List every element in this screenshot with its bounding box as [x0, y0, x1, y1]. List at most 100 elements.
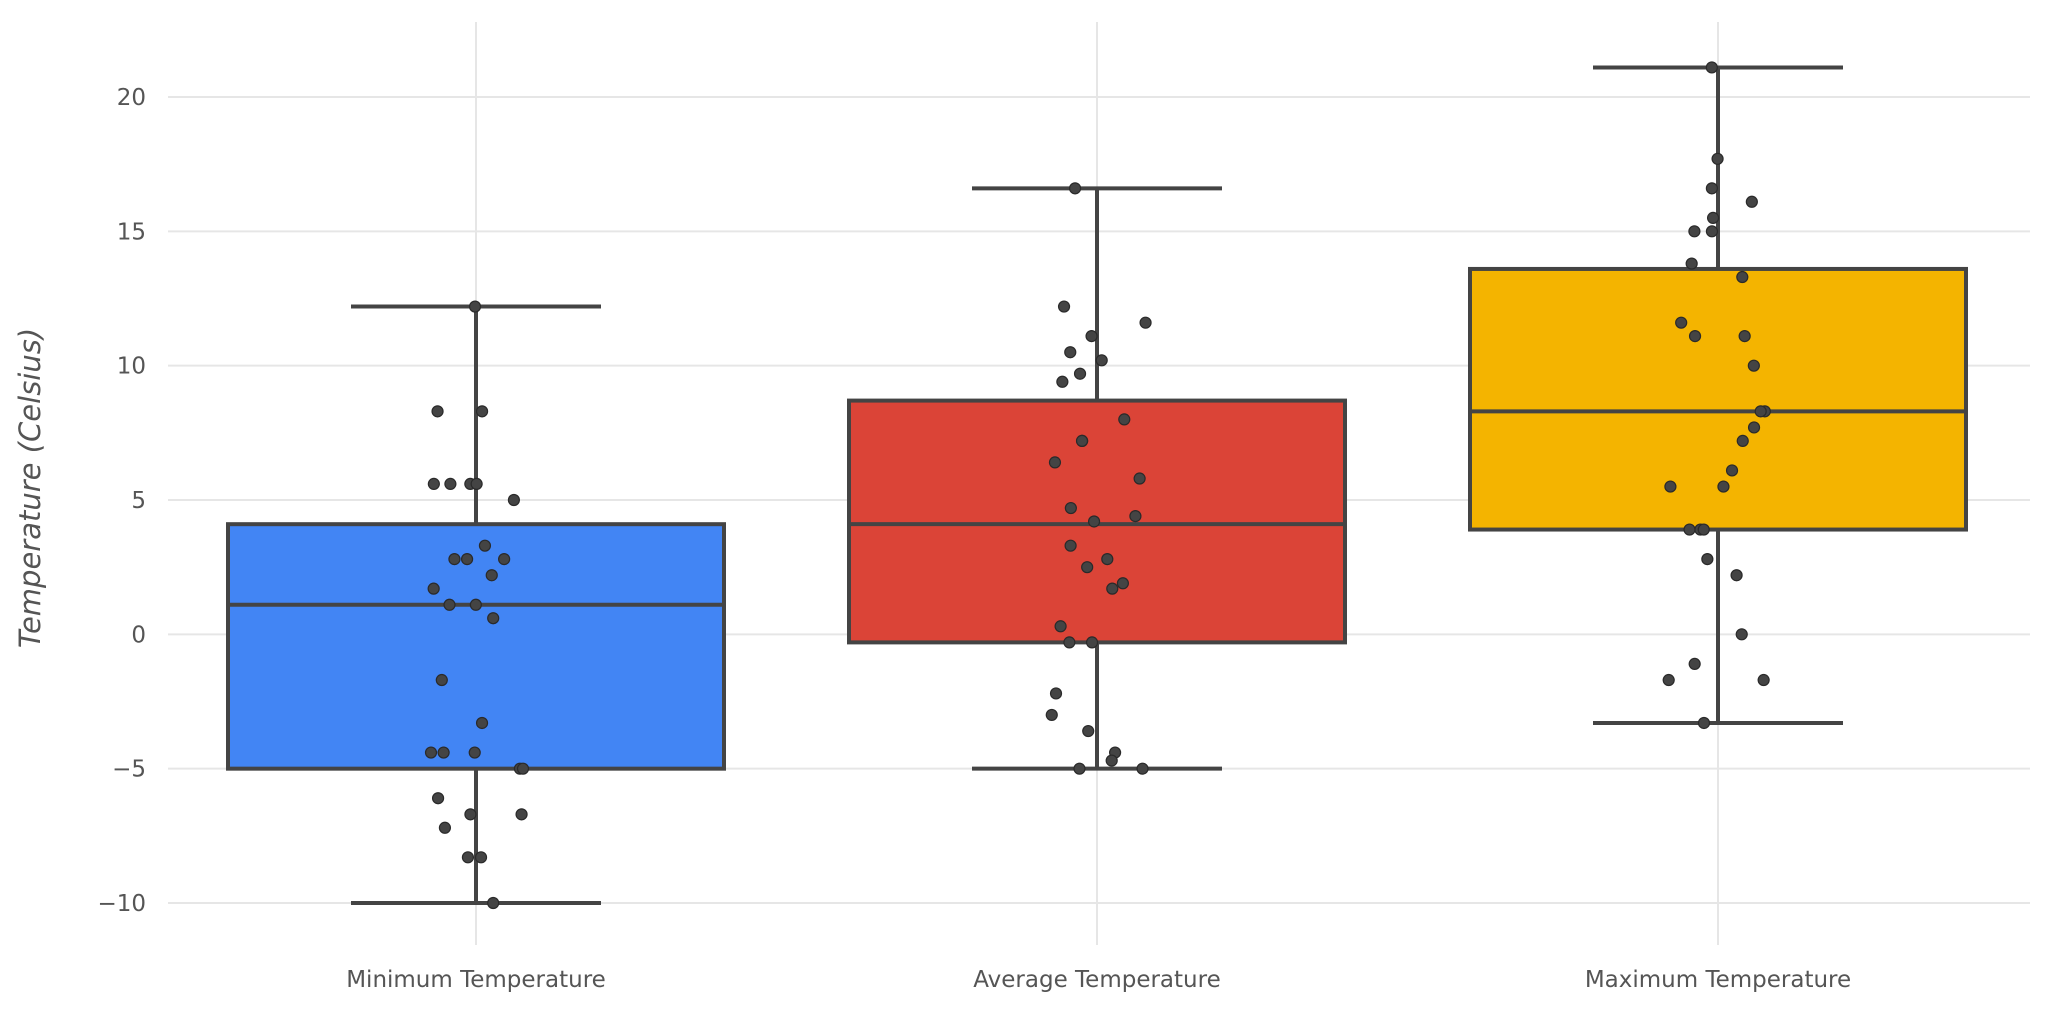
data-point: [1068, 182, 1082, 195]
data-point: [487, 612, 500, 625]
data-point: [1688, 657, 1701, 670]
x-tick-label: Maximum Temperature: [1585, 967, 1851, 993]
data-point: [1745, 195, 1758, 208]
data-point: [427, 582, 440, 595]
data-point: [1063, 636, 1076, 649]
data-point: [443, 598, 456, 611]
data-point: [468, 746, 481, 759]
data-point: [485, 569, 498, 582]
y-axis-title: Temperature (Celsius): [13, 328, 47, 648]
y-tick-label: 10: [117, 354, 146, 380]
data-point: [1073, 367, 1087, 380]
data-point: [1754, 405, 1767, 418]
data-point: [1139, 316, 1152, 329]
data-point: [1688, 225, 1701, 238]
data-point: [1738, 330, 1751, 343]
data-point: [1735, 628, 1748, 641]
data-point: [1087, 515, 1101, 528]
data-point: [1118, 413, 1131, 426]
data-point: [478, 539, 492, 552]
box-3: [1468, 65, 1968, 725]
y-tick-label: −10: [97, 891, 146, 917]
data-point: [427, 477, 440, 490]
x-tick-label: Minimum Temperature: [346, 967, 606, 993]
x-tick-label: Average Temperature: [973, 967, 1220, 993]
data-point: [515, 808, 528, 821]
box-iqr: [1468, 266, 1968, 532]
data-point: [431, 405, 444, 418]
data-point: [1075, 434, 1089, 447]
data-point: [1736, 434, 1749, 447]
data-point: [1697, 523, 1710, 536]
data-point: [1129, 510, 1142, 523]
data-point: [1730, 569, 1743, 582]
data-point: [1064, 539, 1077, 552]
data-point: [1705, 182, 1718, 195]
data-point: [1081, 561, 1094, 574]
y-tick-label: 20: [117, 85, 146, 111]
box-iqr: [226, 522, 726, 771]
data-point: [468, 300, 482, 313]
data-point: [507, 493, 520, 507]
data-point: [1064, 346, 1077, 359]
data-point: [1688, 330, 1702, 343]
data-point: [1747, 421, 1761, 434]
data-point: [1736, 270, 1749, 284]
data-point: [435, 673, 448, 687]
data-point: [1705, 225, 1719, 238]
data-point: [1095, 354, 1108, 367]
data-point: [1706, 211, 1720, 224]
data-point: [1085, 636, 1099, 649]
y-tick-label: 0: [131, 622, 146, 648]
data-point: [1085, 330, 1098, 343]
jitter-points: [424, 61, 1771, 910]
data-point: [1757, 673, 1770, 687]
data-point: [1697, 716, 1711, 730]
data-point: [1675, 316, 1688, 329]
y-tick-label: 15: [117, 219, 146, 245]
data-point: [448, 553, 461, 566]
data-point: [1725, 464, 1739, 477]
data-point: [444, 477, 457, 490]
data-point: [487, 896, 500, 910]
data-point: [1057, 300, 1071, 313]
data-point: [1073, 762, 1086, 775]
data-point: [1705, 61, 1718, 74]
data-point: [1064, 501, 1077, 515]
data-point: [469, 598, 482, 611]
y-axis-ticks: −10 −5 0 5 10 15 20: [97, 85, 146, 917]
data-point: [1662, 673, 1675, 687]
data-point: [461, 851, 475, 864]
data-point: [1133, 472, 1146, 485]
data-point: [474, 851, 488, 864]
y-tick-label: −5: [112, 757, 146, 783]
data-point: [1054, 620, 1067, 633]
data-point: [1685, 257, 1698, 270]
data-point: [498, 553, 511, 566]
data-point: [1664, 480, 1677, 493]
data-point: [475, 405, 489, 418]
data-point: [1717, 480, 1730, 493]
data-point: [1101, 553, 1114, 566]
data-point: [1701, 553, 1714, 566]
data-point: [1747, 359, 1760, 372]
box-2: [847, 186, 1347, 771]
data-point: [1082, 724, 1095, 738]
data-point: [1136, 762, 1149, 775]
data-point: [1056, 375, 1069, 388]
data-point: [516, 762, 530, 775]
data-point: [424, 746, 438, 759]
data-point: [1048, 456, 1062, 469]
data-point: [1116, 577, 1129, 590]
data-point: [1049, 687, 1063, 700]
data-point: [1106, 582, 1119, 595]
data-point: [438, 821, 452, 834]
data-point: [1105, 754, 1118, 767]
data-point: [431, 792, 445, 805]
data-point: [464, 808, 477, 821]
data-point: [470, 477, 483, 490]
data-point: [1683, 523, 1696, 536]
x-axis-ticks: Minimum Temperature Average Temperature Ma…: [346, 967, 1851, 993]
data-point: [475, 716, 489, 730]
